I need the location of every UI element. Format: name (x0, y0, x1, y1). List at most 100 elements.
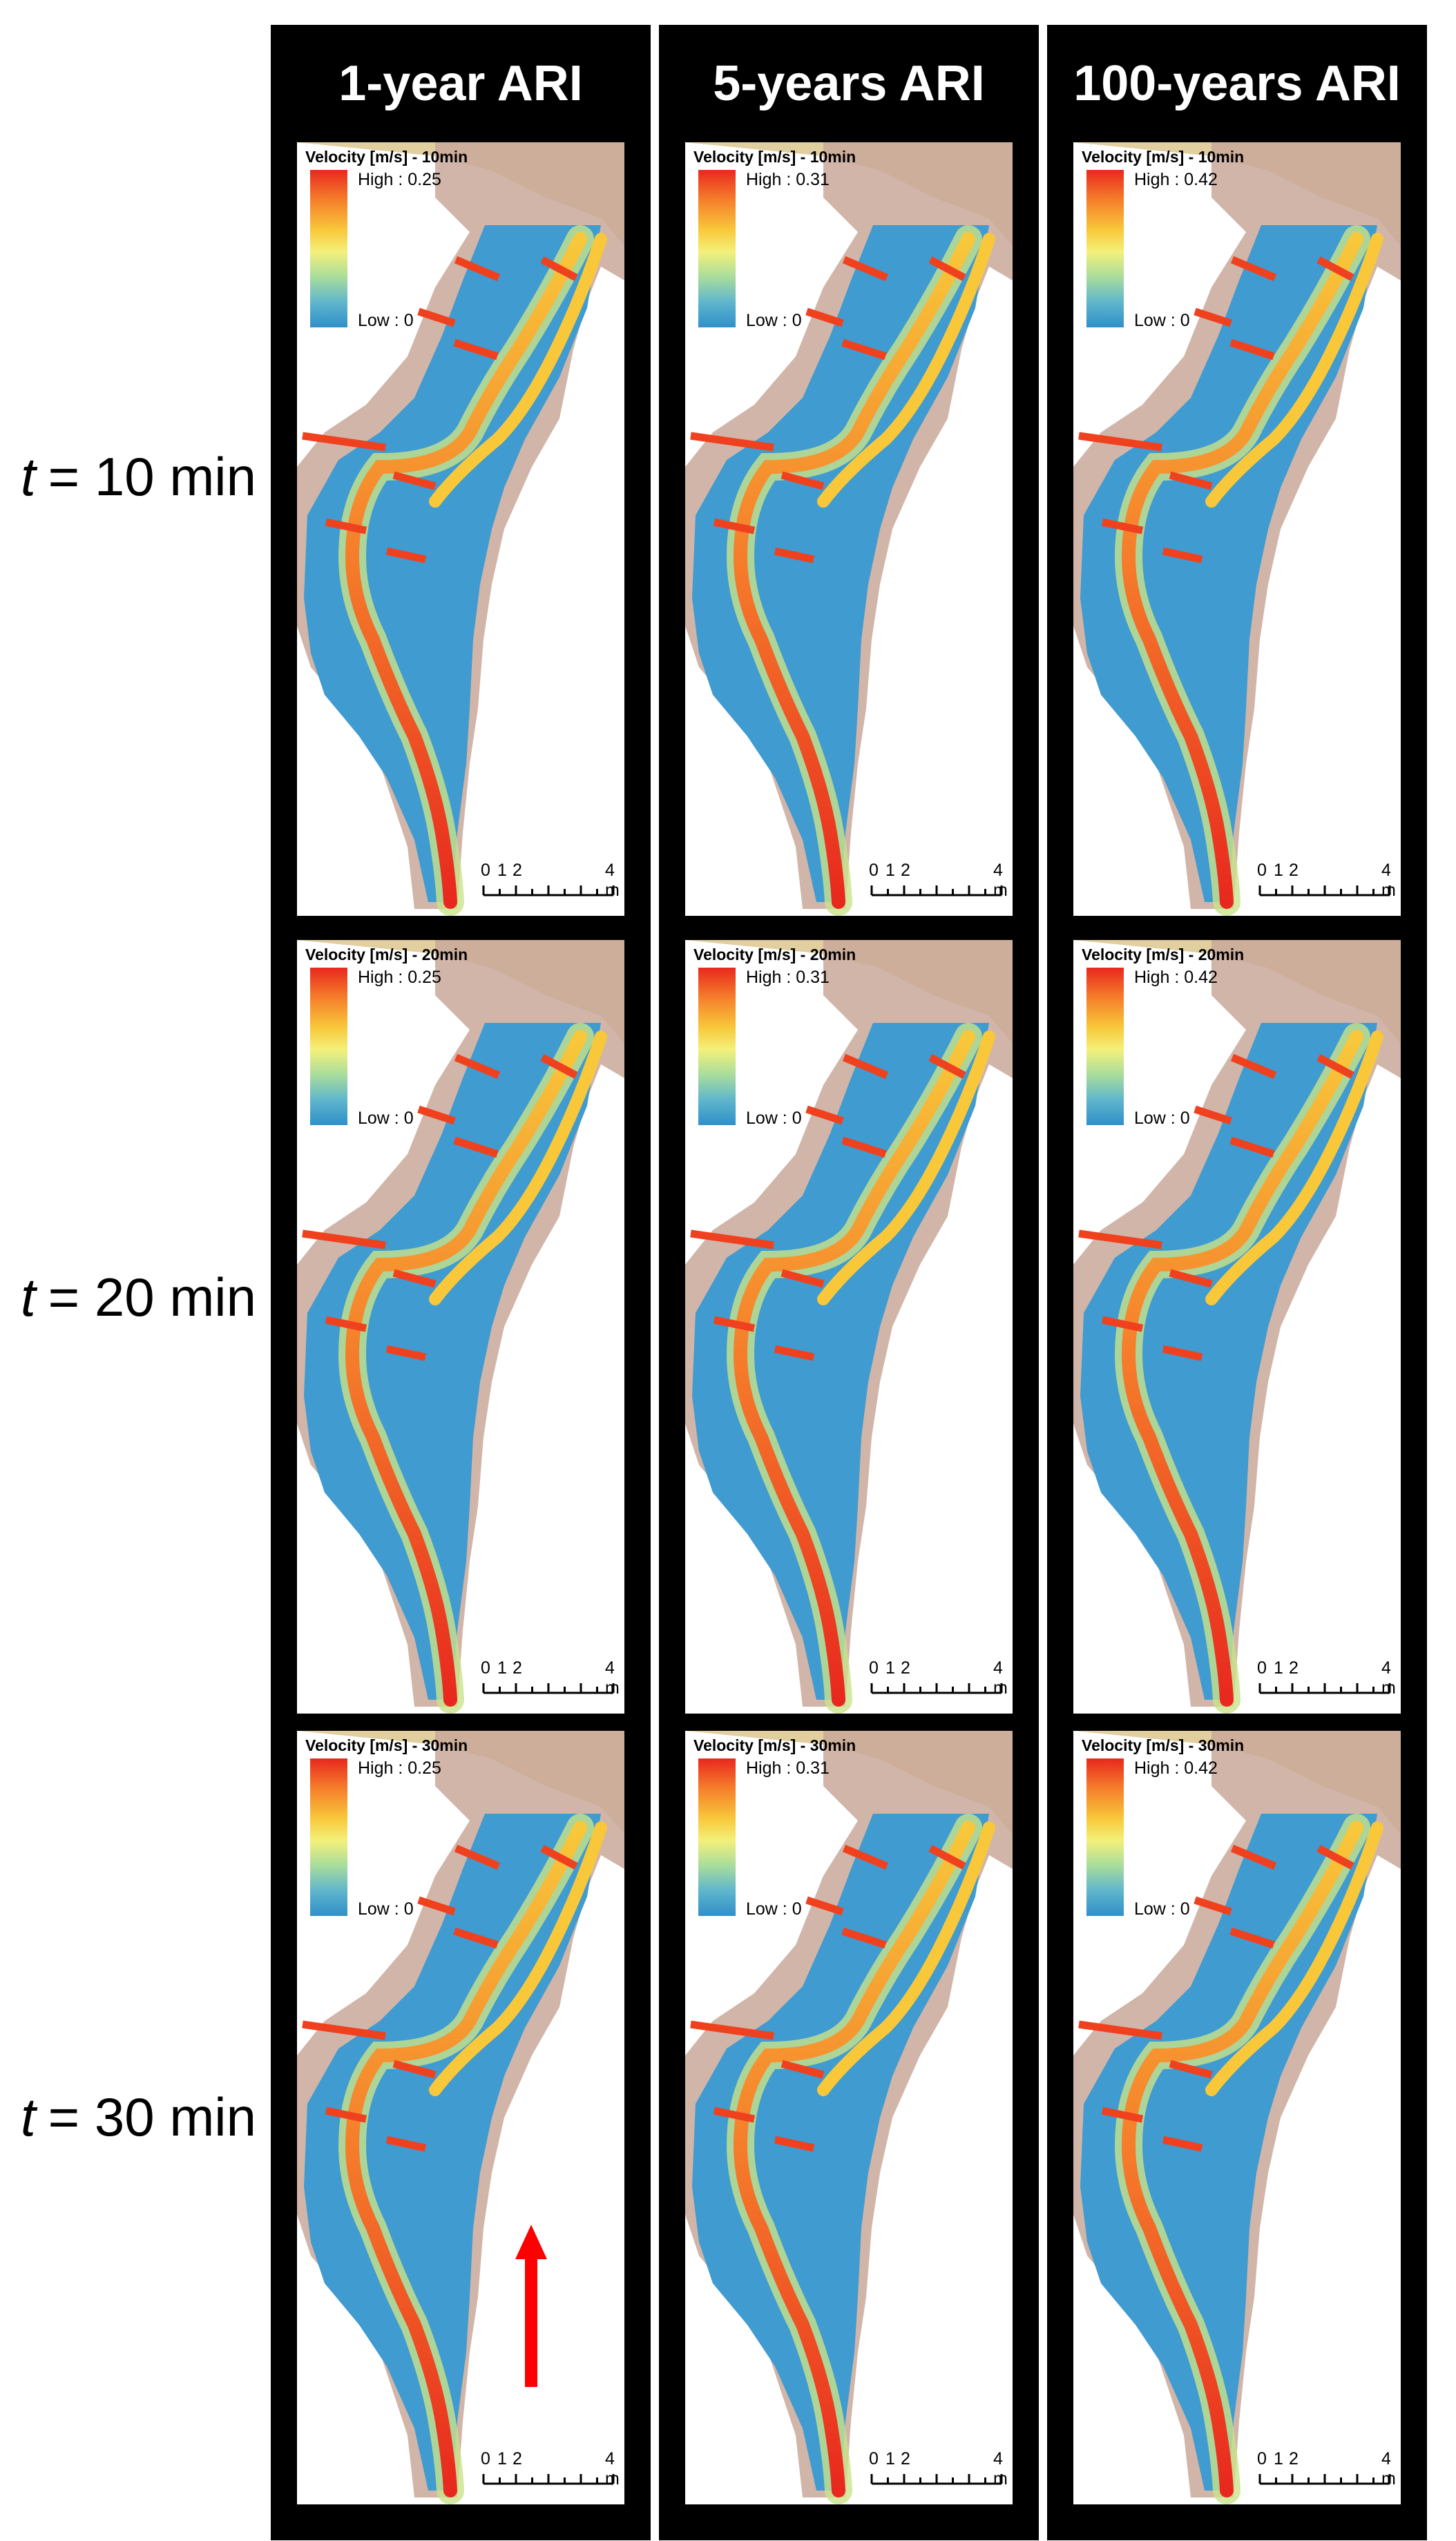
time-value: = 10 min (48, 445, 257, 507)
cross-section-line (1316, 256, 1354, 281)
scalebar-label: 2 (901, 2449, 910, 2468)
secondary-channel (429, 233, 607, 508)
secondary-channel (1205, 1030, 1383, 1305)
scalebar-label: 0 (1257, 2449, 1267, 2468)
scalebar-label: 4 m (1381, 1658, 1396, 1698)
velocity-panel: Velocity [m/s] - 30min High : 0.25 Low : 0… (297, 1731, 624, 2504)
legend-title: Velocity [m/s] - 20min (693, 946, 856, 963)
scalebar-label: 2 (901, 1658, 910, 1678)
legend-high-label: High : 0.25 (358, 170, 441, 189)
cross-section-line (1230, 1844, 1277, 1870)
main-channel (345, 1030, 587, 1707)
scalebar-graphic (1258, 2474, 1391, 2485)
scalebar-graphic (482, 885, 615, 896)
cross-section-line (1229, 1136, 1275, 1158)
main-channel (733, 1030, 975, 1707)
legend-low-label: Low : 0 (1134, 311, 1190, 330)
cross-section-line (780, 2060, 825, 2079)
cross-section-line (1169, 471, 1213, 490)
cross-section-line (774, 2136, 815, 2152)
cross-section-line (690, 1229, 774, 1249)
time-variable: t (21, 445, 36, 507)
scalebar-graphic (1258, 1683, 1391, 1694)
column-header: 1-year ARI (338, 56, 583, 111)
main-channel (1121, 1821, 1363, 2497)
scalebar-label: 4 m (605, 861, 620, 900)
legend-title: Velocity [m/s] - 30min (305, 1736, 468, 1754)
cross-section-line (780, 471, 825, 490)
legend-low-label: Low : 0 (358, 1109, 414, 1128)
cross-section-line (540, 1845, 578, 1870)
legend-title: Velocity [m/s] - 30min (1082, 1736, 1245, 1754)
secondary-channel (429, 1821, 607, 2096)
column-1-year-ari: 1-year ARI Velocity [m/s] - 10min High : … (271, 25, 651, 2540)
legend-low-label: Low : 0 (1134, 1109, 1190, 1128)
velocity-panel: Velocity [m/s] - 20min High : 0.31 Low : 0… (685, 940, 1013, 1714)
cross-section-line (302, 432, 386, 452)
row-label-30min: t = 30 min (21, 2082, 269, 2151)
secondary-channel (817, 1821, 995, 2096)
cross-section-line (1230, 256, 1277, 282)
scalebar-label: 2 (901, 861, 910, 880)
scalebar-label: 1 (497, 1658, 507, 1678)
row-label-10min: t = 10 min (21, 442, 269, 511)
velocity-map (685, 1731, 1013, 2504)
velocity-map (1073, 940, 1401, 1714)
cross-section-line (713, 1316, 756, 1332)
legend-low-label: Low : 0 (746, 311, 802, 330)
scalebar-label: 2 (1289, 861, 1299, 880)
cross-section-line (841, 338, 887, 361)
cross-section-line (841, 1136, 887, 1158)
scalebar-label: 0 (869, 2449, 879, 2468)
cross-section-line (774, 547, 815, 564)
velocity-panel: Velocity [m/s] - 30min High : 0.42 Low : 0… (1073, 1731, 1401, 2504)
velocity-map (685, 142, 1013, 916)
velocity-panel: Velocity [m/s] - 20min High : 0.42 Low : 0… (1073, 940, 1401, 1714)
color-ramp (1086, 170, 1124, 327)
velocity-map (297, 1731, 624, 2504)
legend-high-label: High : 0.42 (1134, 170, 1218, 189)
cross-section-line (325, 2107, 367, 2123)
scalebar-label: 4 m (1381, 861, 1396, 900)
scalebar-label: 2 (513, 861, 522, 880)
cross-section-line (302, 2020, 386, 2040)
cross-section-line (1316, 1054, 1354, 1079)
velocity-panel: Velocity [m/s] - 30min High : 0.31 Low : 0… (685, 1731, 1013, 2504)
velocity-panel: Velocity [m/s] - 10min High : 0.31 Low : 0… (685, 142, 1013, 916)
main-channel (345, 1821, 587, 2497)
legend-high-label: High : 0.42 (1134, 968, 1218, 987)
legend-low-label: Low : 0 (358, 311, 414, 330)
cross-section-line (1169, 2060, 1213, 2079)
legend-high-label: High : 0.42 (1134, 1758, 1218, 1778)
cross-section-line (454, 1844, 501, 1870)
scalebar-label: 2 (513, 1658, 522, 1678)
color-ramp (310, 170, 347, 327)
main-channel (345, 232, 587, 909)
scalebar-label: 4 m (605, 1658, 620, 1698)
scalebar-label: 2 (1289, 2449, 1299, 2468)
cross-section-line (454, 256, 501, 282)
cross-section-line (454, 1053, 501, 1080)
velocity-panel: Velocity [m/s] - 10min High : 0.25 Low : 0… (297, 142, 624, 916)
cross-section-line (453, 1927, 499, 1949)
legend-low-label: Low : 0 (746, 1899, 802, 1919)
main-channel (1121, 1030, 1363, 1707)
legend-high-label: High : 0.31 (746, 1758, 830, 1778)
cross-section-line (385, 547, 427, 564)
time-variable: t (21, 1266, 36, 1327)
velocity-legend: Velocity [m/s] - 30min High : 0.31 Low : 0 (688, 1734, 895, 1919)
scalebar-label: 0 (869, 1658, 879, 1678)
cross-section-line (1101, 2107, 1144, 2123)
velocity-map (685, 940, 1013, 1714)
secondary-channel (817, 233, 995, 508)
legend-high-label: High : 0.25 (358, 1758, 441, 1778)
cross-section-line (805, 1105, 844, 1125)
scalebar-label: 0 (869, 861, 879, 880)
scalebar-label: 4 m (993, 1658, 1008, 1698)
scalebar-label: 0 (1257, 861, 1267, 880)
scalebar-label: 0 (481, 861, 490, 880)
